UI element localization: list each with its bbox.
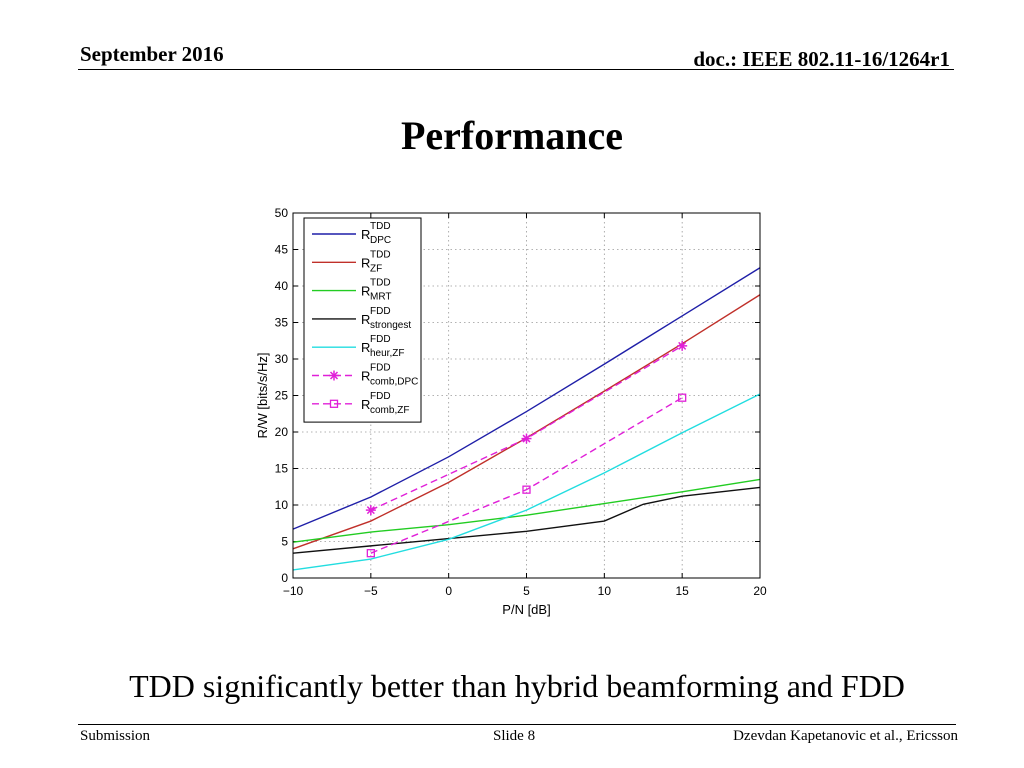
footer-slide-number: Slide 8 (493, 728, 536, 744)
y-tick-label: 25 (275, 389, 289, 403)
series-line-dpc (292, 267, 761, 530)
legend-label-superscript: FDD (370, 334, 391, 345)
legend-label: R (361, 340, 370, 355)
series-line-heur-zf (292, 393, 761, 571)
x-tick-label: 20 (753, 584, 767, 598)
legend-label: R (361, 369, 370, 384)
y-tick-label: 15 (275, 462, 289, 476)
x-tick-label: 0 (445, 584, 452, 598)
legend-label-superscript: FDD (370, 391, 391, 402)
legend-label: R (361, 284, 370, 299)
y-tick-label: 50 (275, 206, 289, 220)
slide-title: Performance (400, 113, 624, 158)
y-tick-label: 45 (275, 243, 289, 257)
performance-chart: −10 −5 0 5 10 15 20 0 5 10 15 20 25 30 35 40 45 50 P/N [dB… (255, 206, 767, 617)
series-line-comb-zf (370, 397, 683, 554)
y-tick-label: 20 (275, 425, 289, 439)
x-tick-label: 10 (598, 584, 612, 598)
legend-label-subscript: strongest (370, 320, 411, 331)
legend-label-subscript: MRT (370, 292, 391, 303)
data-point (521, 433, 532, 444)
legend-label-subscript: ZF (370, 263, 382, 274)
x-axis-label: P/N [dB] (502, 602, 550, 617)
y-tick-label: 5 (281, 535, 288, 549)
legend-label: R (361, 255, 370, 270)
legend-label: R (361, 397, 370, 412)
series-line-strongest (292, 486, 761, 554)
legend: RTDDDPCRTDDZFRTDDMRTRFDDstrongestRFDDheu… (303, 217, 422, 423)
footer-submission: Submission (80, 728, 151, 744)
x-tick-label: 15 (675, 584, 689, 598)
legend-label-superscript: FDD (370, 306, 391, 317)
y-tick-label: 40 (275, 279, 289, 293)
data-point (677, 340, 688, 351)
x-tick-label: −5 (364, 584, 378, 598)
y-tick-label: 35 (275, 316, 289, 330)
legend-label: R (361, 227, 370, 242)
data-point (678, 393, 687, 402)
header-doc-id: doc.: IEEE 802.11-16/1264r1 (693, 47, 950, 71)
legend-label-superscript: TDD (370, 278, 391, 289)
plot-frame (292, 212, 761, 579)
legend-label-superscript: TDD (370, 249, 391, 260)
legend-marker (329, 399, 339, 408)
legend-marker (329, 370, 339, 381)
data-point (365, 505, 376, 516)
footer-divider (78, 724, 956, 725)
legend-label-subscript: heur,ZF (370, 348, 404, 359)
series-line-mrt (292, 478, 761, 543)
header-divider (78, 69, 954, 70)
legend-label-subscript: comb,DPC (370, 377, 418, 388)
data-point (522, 485, 531, 494)
x-tick-label: −10 (283, 584, 304, 598)
x-tick-label: 5 (523, 584, 530, 598)
legend-label-subscript: DPC (370, 235, 391, 246)
header-date: September 2016 (80, 42, 224, 66)
legend-label: R (361, 312, 370, 327)
y-tick-label: 10 (275, 498, 289, 512)
legend-label-superscript: TDD (370, 221, 391, 232)
legend-label-superscript: FDD (370, 363, 391, 374)
y-axis-label: R/W [bits/s/Hz] (255, 353, 270, 439)
legend-box (303, 217, 422, 423)
data-point (366, 549, 375, 558)
footer-authors: Dzevdan Kapetanovic et al., Ericsson (733, 728, 958, 744)
y-tick-label: 0 (281, 571, 288, 585)
slide-caption: TDD significantly better than hybrid bea… (129, 668, 905, 704)
y-tick-label: 30 (275, 352, 289, 366)
legend-label-subscript: comb,ZF (370, 405, 409, 416)
